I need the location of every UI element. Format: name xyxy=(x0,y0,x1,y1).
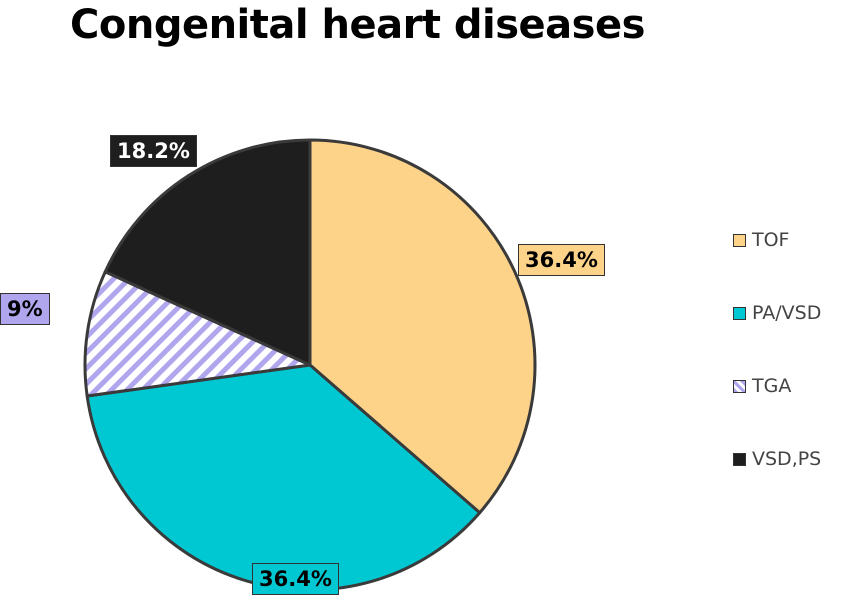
pie-slice-tga xyxy=(83,270,312,398)
legend-label-pa-vsd: PA/VSD xyxy=(752,302,822,324)
pie-slice-tof xyxy=(308,138,537,515)
legend-swatch-pa-vsd xyxy=(733,306,746,320)
data-label-tga: 9% xyxy=(0,293,50,325)
legend-item-vsd-ps: VSD,PS xyxy=(733,448,821,470)
data-label-pa-vsd: 36.4% xyxy=(252,563,339,595)
pie-slice-pa-vsd xyxy=(85,363,482,592)
legend-label-tga: TGA xyxy=(752,375,792,397)
legend-item-tga: TGA xyxy=(733,375,791,397)
legend-swatch-vsd-ps xyxy=(733,452,746,466)
legend-label-tof: TOF xyxy=(752,229,790,251)
legend-item-tof: TOF xyxy=(733,229,790,251)
legend-swatch-tga xyxy=(733,379,746,393)
data-label-tof: 36.4% xyxy=(518,244,605,276)
pie-slice-vsd-ps xyxy=(103,138,312,367)
legend-item-pa-vsd: PA/VSD xyxy=(733,302,821,324)
data-label-vsd-ps: 18.2% xyxy=(110,135,197,167)
chart-title: Congenital heart diseases xyxy=(70,2,645,48)
legend-swatch-tof xyxy=(733,233,746,247)
legend-label-vsd-ps: VSD,PS xyxy=(752,448,822,470)
